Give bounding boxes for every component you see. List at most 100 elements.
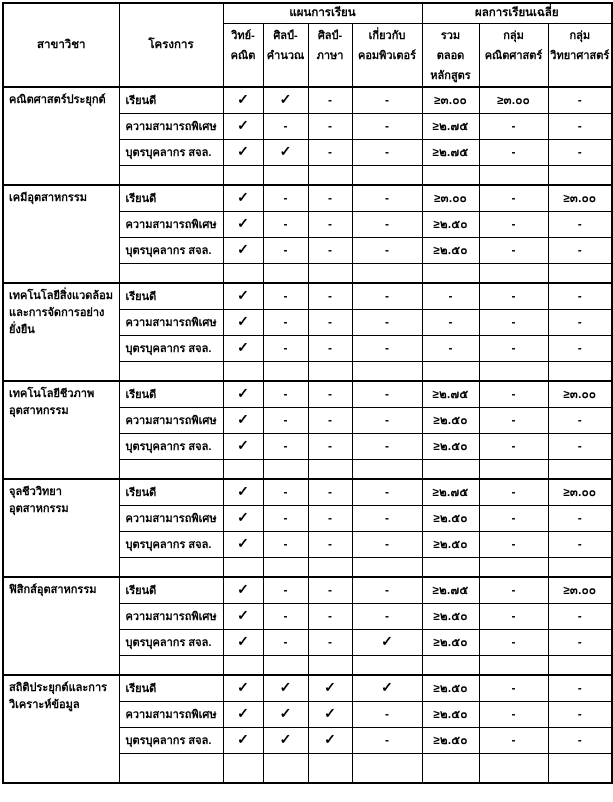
spacer-row (3, 556, 613, 578)
dash-mark: - (283, 289, 288, 304)
program-cell: บุตรบุคลากร สจล. (118, 138, 224, 166)
gpa-value: ≥๒.๗๕ (432, 121, 469, 133)
dash-mark: - (328, 93, 332, 108)
dash-mark: - (511, 341, 516, 355)
dash-mark: - (385, 485, 389, 500)
gpa-cell: ≥๓.๐๐ (547, 478, 613, 506)
empty-cell (547, 164, 613, 186)
table-row: คณิตศาสตร์ประยุกต์ เรียนดี ✓ ✓ - - ≥๓.๐๐ ≥๓.๐๐ - (2, 86, 613, 186)
col-header-sci-math: วิทย์- คณิต (222, 22, 264, 88)
gpa-cell: ≥๓.๐๐ (421, 184, 480, 212)
plan-cell: ✓ (222, 380, 264, 408)
gpa-cell: ≥๓.๐๐ (547, 576, 613, 604)
plan-cell: - (307, 432, 353, 460)
dash-mark: - (385, 341, 389, 355)
empty-cell (118, 752, 224, 784)
plan-cell: - (262, 112, 309, 140)
program-cell: ความสามารถพิเศษ (118, 210, 224, 238)
major-cell: จุลชีววิทยา อุตสาหกรรม (2, 478, 120, 578)
plan-cell: - (307, 334, 353, 362)
dash-mark: - (577, 145, 582, 159)
plan-cell: - (307, 576, 353, 604)
check-icon: ✓ (237, 215, 249, 231)
gpa-cell: ≥๒.๕๐ (421, 602, 480, 630)
gpa-cell: ≥๒.๕๐ (421, 530, 480, 558)
col-header-arts-calc: ศิลป์- คำนวณ (262, 22, 309, 88)
plan-cell: - (262, 530, 309, 558)
dash-mark: - (511, 315, 516, 329)
gpa-cell: - (547, 86, 613, 114)
plan-cell: - (262, 380, 309, 408)
empty-cell (222, 164, 264, 186)
dash-mark: - (577, 609, 582, 623)
plan-cell: - (262, 576, 309, 604)
empty-cell (307, 752, 353, 784)
plan-cell: - (262, 334, 309, 362)
plan-cell: - (351, 576, 423, 604)
dash-mark: - (283, 119, 288, 133)
plan-cell: ✓ (222, 406, 264, 434)
dash-mark: - (511, 217, 516, 231)
header-sub-row: วิทย์- คณิต ศิลป์- คำนวณ ศิลป์- ภาษา เกี… (3, 22, 613, 88)
plan-cell: - (262, 628, 309, 656)
empty-cell (262, 654, 309, 676)
check-icon: ✓ (237, 581, 249, 598)
gpa-value: ≥๒.๗๕ (432, 147, 469, 159)
dash-mark: - (385, 93, 389, 108)
gpa-cell: - (421, 282, 480, 310)
empty-cell (118, 556, 224, 578)
check-icon: ✓ (237, 241, 249, 257)
spacer-row (3, 458, 613, 480)
dash-mark: - (385, 217, 389, 231)
check-icon: ✓ (237, 679, 249, 696)
dash-mark: - (577, 707, 582, 721)
program-cell: ความสามารถพิเศษ (118, 406, 224, 434)
major-cell: สถิติประยุกต์และการ วิเคราะห์ข้อมูล (2, 674, 120, 784)
gpa-cell: ≥๒.๗๕ (421, 576, 480, 604)
major-cell: คณิตศาสตร์ประยุกต์ (2, 86, 120, 186)
empty-cell (222, 556, 264, 578)
gpa-cell: ≥๒.๗๕ (421, 138, 480, 166)
empty-cell (421, 458, 480, 480)
gpa-cell: - (547, 432, 613, 460)
plan-cell: ✓ (222, 308, 264, 336)
gpa-value: ≥๓.๐๐ (497, 95, 530, 108)
plan-cell: - (351, 432, 423, 460)
gpa-value: ≥๒.๕๐ (433, 539, 468, 551)
gpa-cell: ≥๒.๕๐ (421, 432, 480, 460)
plan-cell: - (351, 308, 423, 336)
gpa-cell: - (421, 334, 480, 362)
check-icon: ✓ (237, 607, 249, 623)
col-group-gpa: ผลการเรียนเฉลี่ย (421, 2, 613, 24)
plan-cell: - (262, 210, 309, 238)
check-icon: ✓ (237, 117, 249, 133)
empty-cell (421, 654, 480, 676)
empty-cell (547, 556, 613, 578)
dash-mark: - (577, 733, 582, 747)
plan-cell: ✓ (262, 674, 309, 702)
gpa-cell: - (547, 138, 613, 166)
plan-cell: ✓ (307, 726, 353, 754)
dash-mark: - (511, 191, 516, 206)
gpa-cell: - (478, 236, 549, 264)
gpa-cell: - (478, 334, 549, 362)
dash-mark: - (511, 413, 516, 427)
check-icon: ✓ (237, 509, 249, 525)
gpa-cell: - (478, 478, 549, 506)
plan-cell: - (351, 530, 423, 558)
plan-cell: ✓ (222, 700, 264, 728)
gpa-cell: ≥๒.๕๐ (421, 210, 480, 238)
empty-cell (222, 262, 264, 284)
empty-cell (118, 458, 224, 480)
gpa-cell: - (547, 112, 613, 140)
plan-cell: ✓ (262, 700, 309, 728)
gpa-cell: - (478, 112, 549, 140)
empty-cell (478, 752, 549, 784)
check-icon: ✓ (381, 679, 393, 696)
dash-mark: - (283, 341, 288, 355)
program-cell: บุตรบุคลากร สจล. (118, 530, 224, 558)
empty-cell (351, 752, 423, 784)
gpa-cell: ≥๒.๕๐ (421, 700, 480, 728)
gpa-cell: - (547, 504, 613, 532)
gpa-cell: ≥๒.๕๐ (421, 504, 480, 532)
